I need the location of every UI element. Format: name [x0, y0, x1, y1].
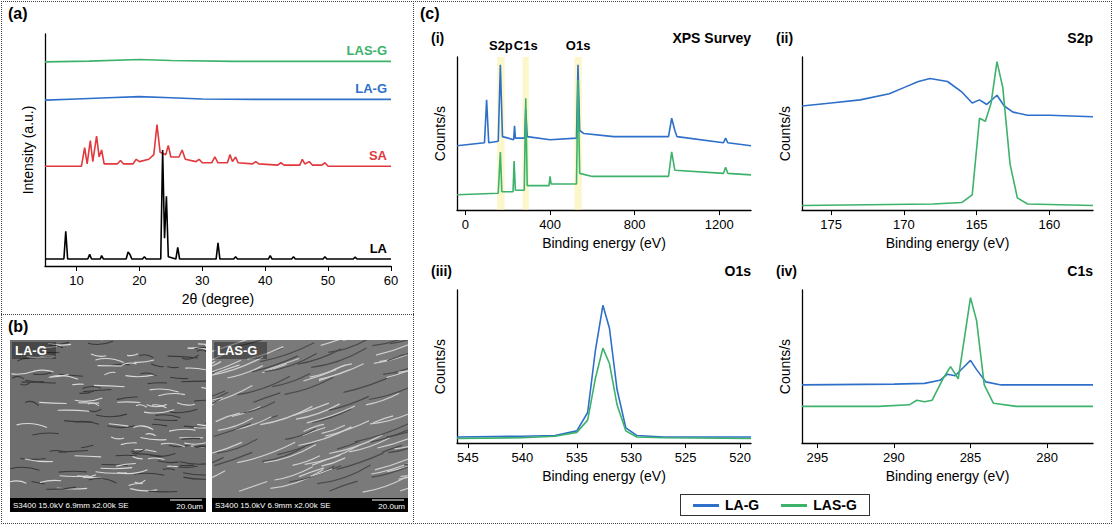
svg-text:280: 280 [1036, 450, 1058, 465]
svg-text:40: 40 [258, 273, 272, 288]
svg-text:175: 175 [820, 217, 842, 232]
svg-text:S3400 15.0kV 6.9mm x2.00k SE: S3400 15.0kV 6.9mm x2.00k SE [215, 501, 331, 510]
svg-text:Binding energy (eV): Binding energy (eV) [542, 235, 666, 251]
svg-text:Binding energy (eV): Binding energy (eV) [886, 468, 1010, 484]
svg-text:Binding energy (eV): Binding energy (eV) [542, 468, 666, 484]
svg-text:LA-G: LA-G [355, 81, 387, 96]
svg-text:520: 520 [729, 450, 751, 465]
svg-text:Counts/s: Counts/s [777, 106, 793, 161]
svg-text:535: 535 [566, 450, 588, 465]
html-text:LA-G: LA-G [725, 497, 760, 513]
svg-text:(iii): (iii) [431, 263, 452, 279]
html-text:LAS-G: LAS-G [813, 497, 857, 513]
svg-text:540: 540 [511, 450, 533, 465]
svg-text:Intensity (a.u.): Intensity (a.u.) [20, 106, 36, 195]
svg-text:SA: SA [369, 148, 388, 163]
svg-text:(i): (i) [431, 30, 444, 46]
svg-text:(iv): (iv) [776, 263, 797, 279]
svg-text:295: 295 [806, 450, 828, 465]
html-text:(b): (b) [8, 318, 29, 335]
svg-text:20: 20 [132, 273, 146, 288]
svg-text:0: 0 [462, 217, 469, 232]
svg-text:800: 800 [624, 217, 646, 232]
svg-text:C1s: C1s [514, 38, 538, 53]
svg-text:1200: 1200 [705, 217, 734, 232]
svg-text:Counts/s: Counts/s [777, 339, 793, 394]
svg-text:S3400 15.0kV 6.9mm x2.00k SE: S3400 15.0kV 6.9mm x2.00k SE [13, 501, 129, 510]
svg-text:Counts/s: Counts/s [432, 339, 448, 394]
svg-text:XPS Survey: XPS Survey [672, 30, 751, 46]
svg-text:LA-G: LA-G [15, 343, 47, 358]
svg-text:2θ (degree): 2θ (degree) [182, 291, 254, 307]
svg-text:O1s: O1s [725, 263, 752, 279]
svg-text:30: 30 [195, 273, 209, 288]
svg-text:S2p: S2p [1067, 30, 1093, 46]
svg-text:170: 170 [893, 217, 915, 232]
svg-text:50: 50 [321, 273, 335, 288]
svg-text:(ii): (ii) [776, 30, 793, 46]
svg-text:10: 10 [69, 273, 83, 288]
svg-text:290: 290 [883, 450, 905, 465]
svg-text:O1s: O1s [566, 38, 591, 53]
html-text:(a): (a) [8, 5, 28, 22]
svg-text:Counts/s: Counts/s [432, 106, 448, 161]
svg-text:LAS-G: LAS-G [347, 43, 387, 58]
svg-text:545: 545 [457, 450, 479, 465]
svg-text:60: 60 [384, 273, 398, 288]
svg-text:525: 525 [675, 450, 697, 465]
svg-text:20.0um: 20.0um [378, 502, 405, 511]
svg-text:Binding energy (eV): Binding energy (eV) [886, 235, 1010, 251]
svg-text:LA: LA [370, 241, 388, 256]
svg-text:160: 160 [1038, 217, 1060, 232]
svg-text:530: 530 [620, 450, 642, 465]
svg-text:C1s: C1s [1067, 263, 1093, 279]
svg-text:400: 400 [539, 217, 561, 232]
svg-text:165: 165 [966, 217, 988, 232]
svg-text:20.0um: 20.0um [176, 502, 203, 511]
svg-text:285: 285 [960, 450, 982, 465]
svg-text:LAS-G: LAS-G [217, 343, 257, 358]
svg-text:S2p: S2p [489, 38, 513, 53]
html-text:(c): (c) [420, 5, 440, 22]
